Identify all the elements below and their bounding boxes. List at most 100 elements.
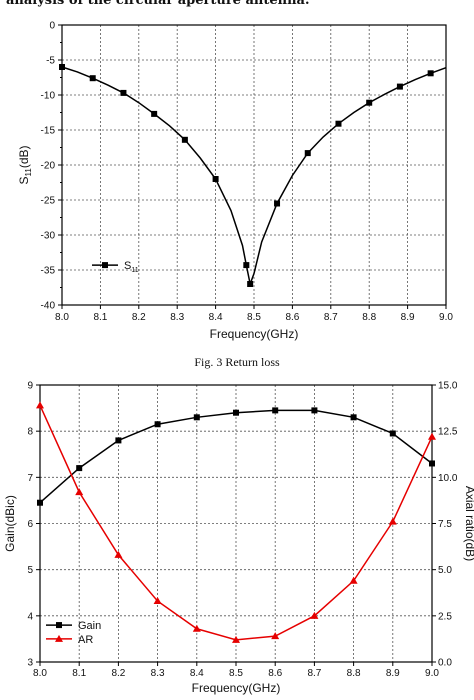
x-tick-label: 8.7: [307, 668, 321, 679]
gain-marker: [272, 407, 279, 414]
gain-marker: [37, 499, 43, 506]
s11-marker: [243, 262, 250, 269]
legend-label-gain: Gain: [78, 620, 101, 632]
ar-marker: [232, 635, 240, 643]
s11-marker: [427, 70, 434, 77]
gain-marker: [233, 409, 239, 416]
ar-marker: [388, 517, 397, 525]
ar-marker: [349, 576, 358, 584]
y-tick-label: -25: [41, 196, 56, 207]
x-tick-label: 8.2: [111, 668, 125, 679]
x-tick-label: 8.0: [55, 312, 69, 323]
s11-marker: [181, 136, 188, 143]
legend-label-ar: AR: [78, 634, 93, 646]
x-tick-label: 9.0: [425, 668, 439, 679]
s11-marker: [335, 120, 342, 127]
legend-marker-ar: [55, 634, 63, 642]
x-tick-label: 8.9: [401, 312, 415, 323]
header-text: analysis of the circular aperture antenn…: [6, 0, 310, 8]
y-tick-label: 0: [49, 21, 55, 32]
s11-marker: [274, 200, 281, 207]
gain-marker: [193, 414, 200, 421]
y2-axis-label: Axial ratio(dB): [463, 486, 474, 561]
y-tick-label: 9: [27, 381, 33, 392]
gain-marker: [311, 407, 318, 414]
x-tick-label: 8.0: [33, 668, 47, 679]
y2-tick-label: 15.0: [438, 381, 458, 392]
figure-caption: Fig. 3 Return loss: [194, 355, 280, 369]
ar-marker: [75, 488, 84, 496]
x-tick-label: 8.6: [268, 668, 282, 679]
ar-marker: [310, 611, 319, 619]
return-loss-chart: 8.0 8.1 8.2 8.3 8.4 8.5 8.6 8.7 8.8 8.9 9.0 0 -5 -10 -…: [17, 21, 453, 342]
x-tick-label: 8.2: [132, 312, 146, 323]
gain-marker: [115, 437, 122, 444]
y-axis-label: S11(dB): [17, 145, 33, 184]
ar-marker: [192, 624, 201, 632]
s11-marker: [89, 75, 96, 82]
y-tick-label: -35: [41, 266, 56, 277]
y-tick-label: -20: [41, 161, 56, 172]
y-tick-label: -5: [46, 56, 55, 67]
x-tick-label: 8.1: [72, 668, 86, 679]
ar-marker: [36, 401, 44, 409]
y-tick-label: 6: [27, 519, 33, 530]
y2-tick-label: 10.0: [438, 473, 458, 484]
gain-marker: [154, 421, 161, 428]
x-axis-label: Frequency(GHz): [192, 681, 281, 695]
plot-frame: [39, 384, 433, 663]
x-tick-label: 8.8: [362, 312, 376, 323]
y2-tick-label: 2.5: [438, 611, 452, 622]
y-axis-label: Gain(dBic): [3, 495, 17, 552]
y-tick-label: -30: [41, 231, 56, 242]
y-tick-label: -10: [41, 91, 56, 102]
s11-marker: [366, 99, 373, 106]
ar-marker: [114, 550, 123, 558]
gain-marker: [76, 465, 83, 472]
x-tick-label: 8.6: [285, 312, 299, 323]
y2-tick-label: 7.5: [438, 519, 452, 530]
x-tick-label: 8.5: [229, 668, 243, 679]
ar-marker: [153, 597, 162, 605]
y-tick-label: 5: [27, 565, 33, 576]
y2-tick-label: 5.0: [438, 565, 452, 576]
gain-marker: [350, 414, 357, 421]
gain-marker: [429, 460, 435, 467]
s11-line: [61, 66, 447, 287]
gain-line: [39, 409, 433, 504]
s11-marker: [59, 64, 65, 70]
legend-marker-gain: [56, 622, 62, 629]
y2-tick-label: 0.0: [438, 658, 452, 669]
x-tick-label: 8.1: [93, 312, 107, 323]
legend-label-s11: S11: [124, 260, 139, 274]
x-tick-label: 8.4: [209, 312, 223, 323]
y-tick-label: -40: [41, 301, 56, 312]
s11-marker: [247, 281, 254, 287]
x-tick-label: 8.3: [151, 668, 165, 679]
s11-marker: [304, 150, 311, 157]
x-tick-label: 8.5: [247, 312, 261, 323]
y2-tick-label: 12.5: [438, 427, 458, 438]
plot-frame: [61, 24, 447, 306]
x-tick-label: 8.7: [324, 312, 338, 323]
y-tick-label: 8: [27, 427, 33, 438]
x-tick-label: 8.9: [386, 668, 400, 679]
y-tick-label: 4: [27, 611, 33, 622]
legend-marker-s11: [102, 262, 108, 269]
s11-marker: [396, 83, 403, 90]
y-tick-label: -15: [41, 126, 56, 137]
x-tick-label: 8.3: [170, 312, 184, 323]
x-tick-label: 8.8: [347, 668, 361, 679]
x-tick-label: 8.4: [190, 668, 204, 679]
s11-marker: [212, 176, 219, 182]
x-axis-label: Frequency(GHz): [210, 327, 299, 341]
gain-marker: [389, 430, 396, 437]
y-tick-label: 3: [27, 658, 33, 669]
s11-marker: [151, 110, 158, 117]
y-tick-label: 7: [27, 473, 33, 484]
x-tick-label: 9.0: [439, 312, 453, 323]
gain-axial-ratio-chart: 8.0 8.1 8.2 8.3 8.4 8.5 8.6 8.7 8.8 8.9 9.0 3 4 5 6 7 8 9…: [3, 381, 474, 696]
ar-marker: [428, 432, 436, 440]
ar-marker: [271, 632, 280, 640]
